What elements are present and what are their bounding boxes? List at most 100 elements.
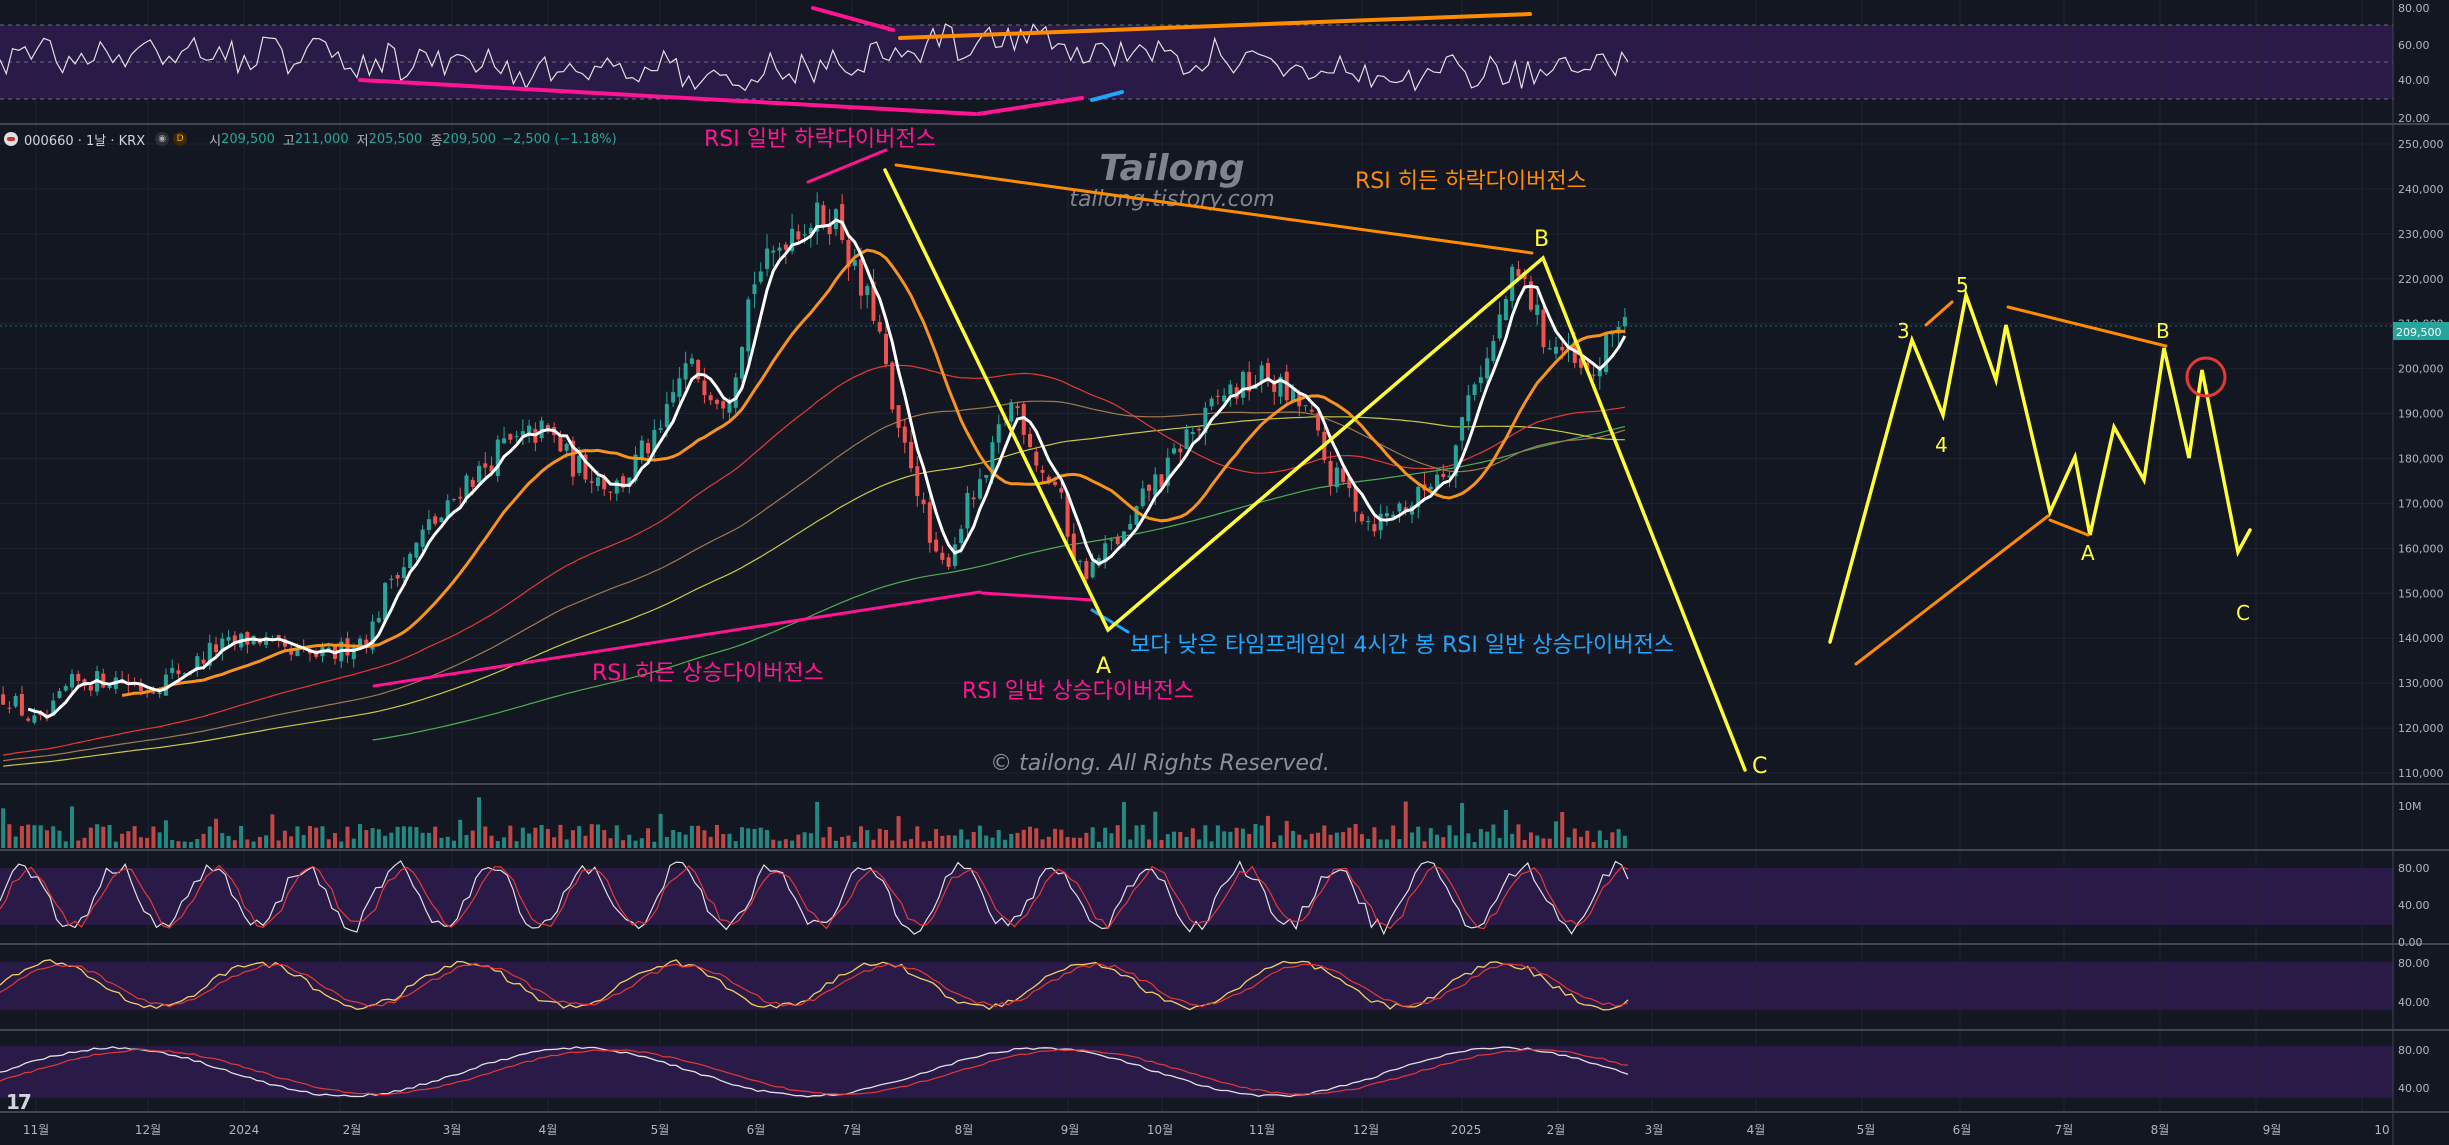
candle-body xyxy=(646,443,651,454)
candle-body xyxy=(808,228,813,235)
volume-bar xyxy=(276,840,281,848)
volume-bar xyxy=(1253,824,1258,848)
volume-bar xyxy=(1503,809,1508,848)
candle-body xyxy=(884,333,889,365)
volume-bar xyxy=(1316,832,1321,848)
candle-body xyxy=(489,465,494,472)
volume-bar xyxy=(1460,803,1465,848)
price-tick-7: 180,000 xyxy=(2398,452,2444,465)
stochastic-tick-2: 0.00 xyxy=(2398,936,2423,949)
candle-body xyxy=(88,685,93,691)
volume-bar xyxy=(370,828,375,848)
candle-body xyxy=(696,360,701,380)
volume-bar xyxy=(1234,827,1239,848)
candle-body xyxy=(577,455,582,473)
volume-bar xyxy=(527,833,532,848)
candle-body xyxy=(70,673,75,688)
candle-body xyxy=(1222,395,1227,402)
ma-20 xyxy=(121,248,1625,697)
low-value: 205,500 xyxy=(368,131,423,147)
candle-body xyxy=(477,465,482,483)
volume-bar xyxy=(1128,839,1133,848)
band-3 xyxy=(0,1046,2393,1098)
candle-body xyxy=(1591,374,1596,376)
volume-bar xyxy=(351,838,356,848)
volume-bar xyxy=(1103,827,1108,848)
time-tick-15: 2월 xyxy=(1547,1123,1566,1137)
candle-body xyxy=(1040,469,1045,473)
candle-body xyxy=(796,231,801,240)
candle-body xyxy=(1272,383,1277,392)
candle-body xyxy=(652,429,657,453)
volume-bar xyxy=(959,829,964,848)
band-1 xyxy=(0,868,2393,925)
volume-bar xyxy=(1002,839,1007,848)
volume-bar xyxy=(890,840,895,848)
candle-body xyxy=(57,691,62,698)
volume-bar xyxy=(7,824,12,848)
tradingview-logo-icon[interactable]: 17 xyxy=(6,1090,32,1114)
volume-bar xyxy=(633,840,638,848)
candle-body xyxy=(727,402,732,413)
volume-bar xyxy=(1,808,6,848)
candle-body xyxy=(182,673,187,675)
volume-bar xyxy=(658,813,663,848)
volume-bar xyxy=(1466,833,1471,848)
volume-bar xyxy=(1259,825,1264,848)
time-tick-0: 11월 xyxy=(23,1123,49,1137)
volume-bar xyxy=(63,841,68,848)
volume-bar xyxy=(251,841,256,848)
volume-bar xyxy=(1491,824,1496,848)
volume-bar xyxy=(1366,838,1371,848)
candle-body xyxy=(1528,281,1533,310)
volume-bar xyxy=(552,837,557,848)
candle-body xyxy=(414,542,419,558)
candle-body xyxy=(765,248,770,269)
volume-bar xyxy=(852,841,857,848)
volume-bar xyxy=(996,829,1001,848)
volume-bar xyxy=(727,833,732,848)
volume-bar xyxy=(915,826,920,848)
candle-body xyxy=(176,670,181,674)
time-tick-17: 4월 xyxy=(1747,1123,1766,1137)
candle-body xyxy=(458,496,463,499)
price-tick-3: 220,000 xyxy=(2398,273,2444,286)
volume-bar xyxy=(439,837,444,848)
volume-bar xyxy=(188,841,193,848)
volume-bar xyxy=(739,827,744,848)
volume-bar xyxy=(95,824,100,848)
volume-bar xyxy=(1403,801,1408,848)
eye-icon[interactable]: ◉ xyxy=(155,132,170,146)
volume-bar xyxy=(401,826,406,848)
price-axis[interactable]: 250,000240,000230,000220,000210,000200,0… xyxy=(2398,2,2444,1095)
candle-body xyxy=(1378,513,1383,531)
candle-body xyxy=(439,517,444,523)
time-axis[interactable]: 11월 12월 2024 2월 3월 4월 5월 6월 7월 8월 9월 10월 11월 12월 2025 2… xyxy=(23,1123,2390,1137)
data-badge[interactable]: D xyxy=(173,132,188,146)
volume-bar xyxy=(451,840,456,848)
time-tick-22: 9월 xyxy=(2263,1123,2282,1137)
candle-body xyxy=(827,223,832,235)
label-side-5: 5 xyxy=(1956,273,1969,297)
volume-bar xyxy=(1121,802,1126,848)
volume-bar xyxy=(1034,828,1039,848)
time-tick-8: 7월 xyxy=(843,1123,862,1137)
side-orange-1 xyxy=(1924,300,1954,327)
volume-bar xyxy=(1021,829,1026,848)
candle-body xyxy=(1247,372,1252,392)
volume-bar xyxy=(1284,820,1289,848)
candle-body xyxy=(1560,346,1565,351)
candle-body xyxy=(1334,467,1339,488)
volume-bar xyxy=(113,841,118,848)
ma-5 xyxy=(27,218,1627,719)
candle-body xyxy=(909,441,914,469)
candle-body xyxy=(1597,369,1602,377)
candle-body xyxy=(445,500,450,518)
volume-bar xyxy=(470,830,475,848)
symbol-label[interactable]: 000660 · 1날 · KRX xyxy=(24,133,146,149)
candle-body xyxy=(508,434,513,440)
candle-body xyxy=(1341,468,1346,482)
volume-bar xyxy=(101,826,106,848)
volume-bar xyxy=(1585,830,1590,848)
